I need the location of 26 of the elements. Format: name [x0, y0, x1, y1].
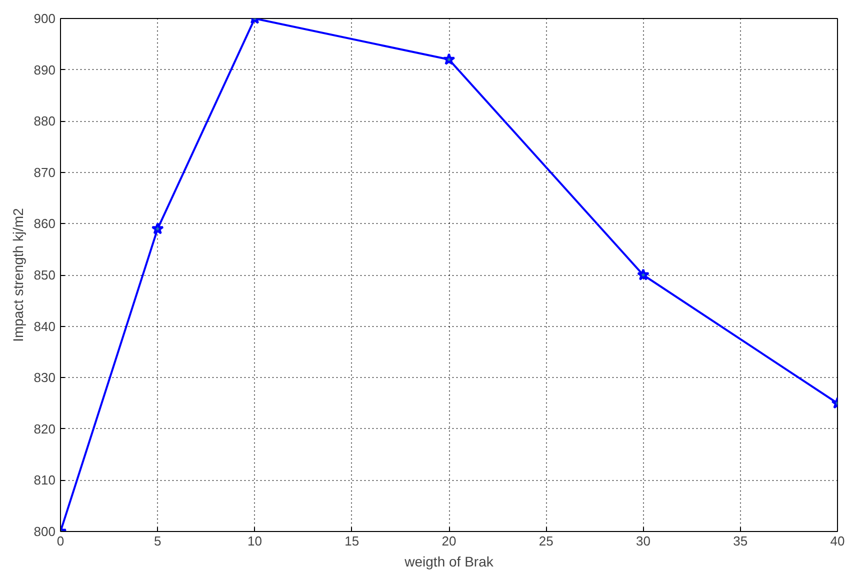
x-tick-label: 20	[442, 534, 456, 548]
y-tick-label: 880	[34, 114, 56, 129]
x-axis-title: weigth of Brak	[404, 554, 494, 570]
x-tick-label: 10	[248, 534, 262, 548]
point	[637, 268, 650, 280]
y-tick-label: 900	[34, 11, 56, 26]
x-tick-label: 15	[344, 534, 360, 548]
y-axis-title: Impact strength kj/m2	[10, 208, 26, 342]
y-tick-label: 870	[34, 164, 56, 180]
y-tick-label: 830	[34, 370, 56, 386]
x-tick-label: 30	[636, 534, 650, 548]
y-tick-label: 850	[34, 268, 56, 282]
point	[442, 53, 456, 65]
y-tick-label: 860	[34, 216, 56, 232]
line-series	[60, 18, 838, 532]
y-tick-label: 820	[34, 421, 56, 436]
y-tick-label: 890	[34, 62, 56, 78]
y-tick-label: 800	[34, 524, 56, 539]
y-tick-label: 840	[34, 318, 56, 334]
x-tick-label: 40	[830, 534, 845, 548]
point	[151, 222, 164, 234]
x-tick-label: 35	[733, 534, 748, 548]
y-tick-label: 810	[34, 472, 56, 488]
x-tick-label: 25	[538, 534, 554, 548]
x-tick-label: 0	[56, 534, 64, 548]
x-tick-label: 5	[154, 534, 162, 548]
